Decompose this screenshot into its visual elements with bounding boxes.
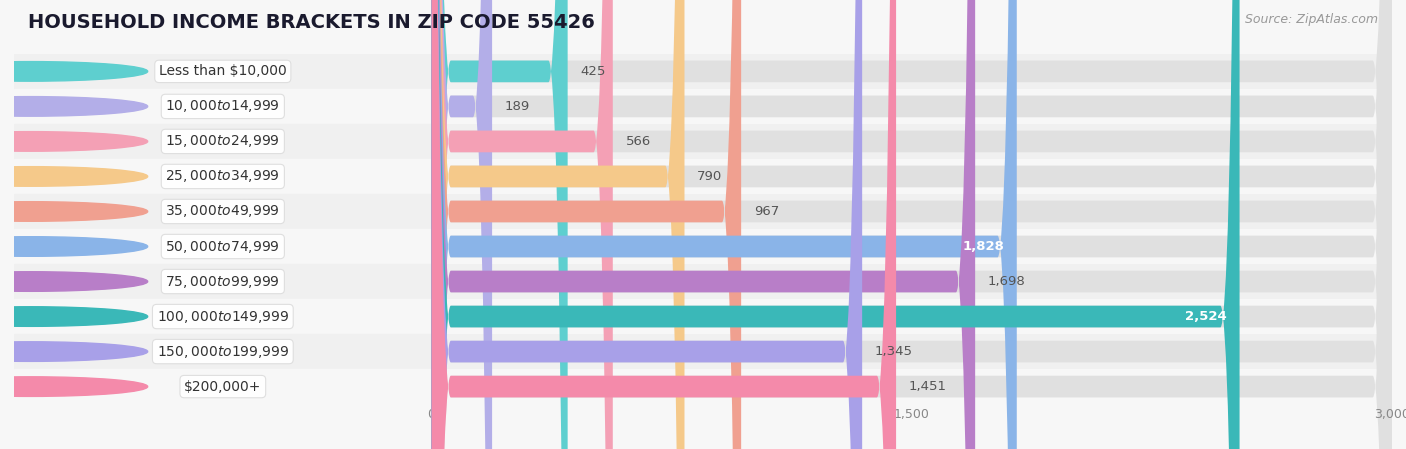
Bar <box>432 369 1392 404</box>
Text: $10,000 to $14,999: $10,000 to $14,999 <box>166 98 280 114</box>
Text: 2,524: 2,524 <box>1185 310 1227 323</box>
Circle shape <box>0 237 148 256</box>
Bar <box>14 264 432 299</box>
FancyBboxPatch shape <box>432 0 741 449</box>
FancyBboxPatch shape <box>432 0 1392 449</box>
Bar <box>14 369 432 404</box>
Bar <box>432 89 1392 124</box>
FancyBboxPatch shape <box>432 0 1392 449</box>
Text: 189: 189 <box>505 100 530 113</box>
Text: $15,000 to $24,999: $15,000 to $24,999 <box>166 133 280 150</box>
Circle shape <box>0 202 148 221</box>
Text: $200,000+: $200,000+ <box>184 379 262 394</box>
Text: $25,000 to $34,999: $25,000 to $34,999 <box>166 168 280 185</box>
Bar <box>14 334 432 369</box>
Bar <box>432 54 1392 89</box>
Text: $100,000 to $149,999: $100,000 to $149,999 <box>156 308 290 325</box>
FancyBboxPatch shape <box>432 0 1392 449</box>
FancyBboxPatch shape <box>432 0 896 449</box>
Circle shape <box>0 307 148 326</box>
FancyBboxPatch shape <box>432 0 1017 449</box>
Bar <box>432 229 1392 264</box>
FancyBboxPatch shape <box>432 0 1392 449</box>
Bar <box>432 299 1392 334</box>
Bar <box>14 299 432 334</box>
Bar <box>432 159 1392 194</box>
FancyBboxPatch shape <box>432 0 568 449</box>
Text: $50,000 to $74,999: $50,000 to $74,999 <box>166 238 280 255</box>
Circle shape <box>0 377 148 396</box>
Bar <box>432 334 1392 369</box>
FancyBboxPatch shape <box>432 0 1392 449</box>
FancyBboxPatch shape <box>432 0 1392 449</box>
FancyBboxPatch shape <box>432 0 685 449</box>
Circle shape <box>0 342 148 361</box>
FancyBboxPatch shape <box>432 0 1392 449</box>
Text: 1,698: 1,698 <box>988 275 1026 288</box>
Bar <box>432 124 1392 159</box>
Text: Less than $10,000: Less than $10,000 <box>159 64 287 79</box>
Circle shape <box>0 272 148 291</box>
Circle shape <box>0 132 148 151</box>
Text: Source: ZipAtlas.com: Source: ZipAtlas.com <box>1244 13 1378 26</box>
FancyBboxPatch shape <box>432 0 613 449</box>
Circle shape <box>0 62 148 81</box>
Bar <box>14 124 432 159</box>
Text: $35,000 to $49,999: $35,000 to $49,999 <box>166 203 280 220</box>
Circle shape <box>0 97 148 116</box>
Text: 1,828: 1,828 <box>962 240 1004 253</box>
Text: 967: 967 <box>754 205 779 218</box>
Text: HOUSEHOLD INCOME BRACKETS IN ZIP CODE 55426: HOUSEHOLD INCOME BRACKETS IN ZIP CODE 55… <box>28 13 595 32</box>
FancyBboxPatch shape <box>432 0 492 449</box>
FancyBboxPatch shape <box>432 0 862 449</box>
FancyBboxPatch shape <box>432 0 1392 449</box>
Bar <box>14 89 432 124</box>
Text: $150,000 to $199,999: $150,000 to $199,999 <box>156 343 290 360</box>
FancyBboxPatch shape <box>432 0 1392 449</box>
Text: 1,451: 1,451 <box>908 380 946 393</box>
Bar <box>14 54 432 89</box>
Bar <box>14 194 432 229</box>
Bar <box>14 159 432 194</box>
FancyBboxPatch shape <box>432 0 1240 449</box>
FancyBboxPatch shape <box>432 0 1392 449</box>
FancyBboxPatch shape <box>432 0 976 449</box>
Bar <box>432 194 1392 229</box>
Bar <box>432 264 1392 299</box>
Circle shape <box>0 167 148 186</box>
Bar <box>14 229 432 264</box>
Text: 1,345: 1,345 <box>875 345 912 358</box>
Text: $75,000 to $99,999: $75,000 to $99,999 <box>166 273 280 290</box>
Text: 566: 566 <box>626 135 651 148</box>
Text: 425: 425 <box>581 65 606 78</box>
Text: 790: 790 <box>697 170 723 183</box>
